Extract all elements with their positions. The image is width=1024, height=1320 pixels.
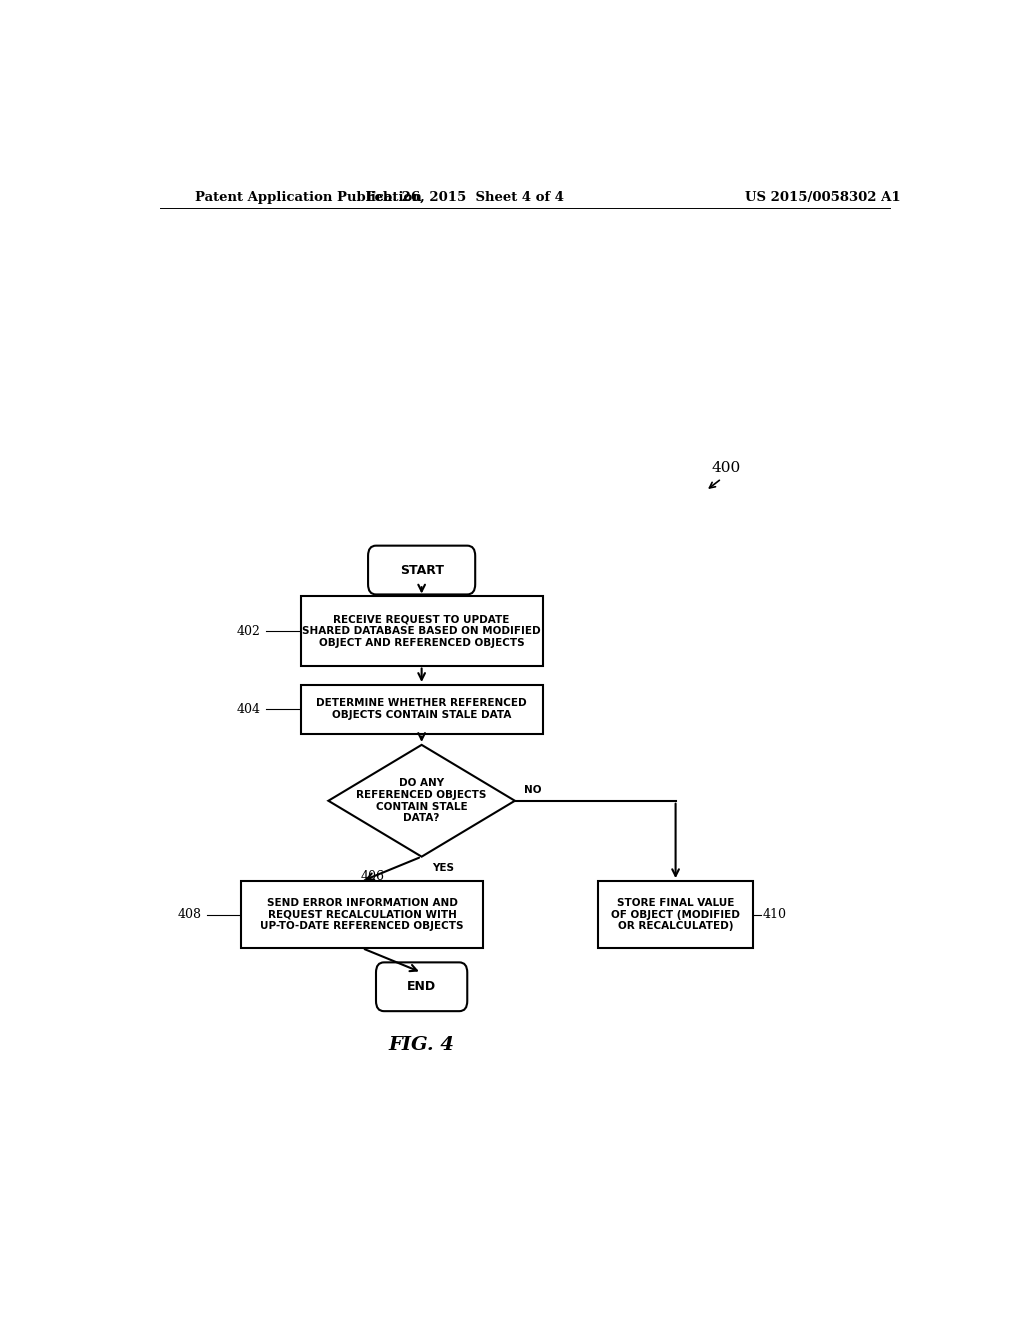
FancyBboxPatch shape [376, 962, 467, 1011]
Text: 406: 406 [360, 870, 384, 883]
Bar [241, 880, 483, 948]
Text: 402: 402 [237, 624, 261, 638]
Bar [301, 685, 543, 734]
Bar [598, 880, 753, 948]
Text: US 2015/0058302 A1: US 2015/0058302 A1 [744, 190, 900, 203]
Text: YES: YES [432, 863, 454, 873]
Text: START: START [399, 564, 443, 577]
Text: STORE FINAL VALUE
OF OBJECT (MODIFIED
OR RECALCULATED): STORE FINAL VALUE OF OBJECT (MODIFIED OR… [611, 898, 740, 931]
Text: 404: 404 [237, 702, 261, 715]
Text: DO ANY
REFERENCED OBJECTS
CONTAIN STALE
DATA?: DO ANY REFERENCED OBJECTS CONTAIN STALE … [356, 779, 486, 824]
Polygon shape [329, 744, 515, 857]
Text: RECEIVE REQUEST TO UPDATE
SHARED DATABASE BASED ON MODIFIED
OBJECT AND REFERENCE: RECEIVE REQUEST TO UPDATE SHARED DATABAS… [302, 614, 541, 648]
Text: 400: 400 [712, 462, 740, 475]
Text: Patent Application Publication: Patent Application Publication [196, 190, 422, 203]
Text: SEND ERROR INFORMATION AND
REQUEST RECALCULATION WITH
UP-TO-DATE REFERENCED OBJE: SEND ERROR INFORMATION AND REQUEST RECAL… [260, 898, 464, 931]
Text: NO: NO [524, 784, 542, 795]
FancyBboxPatch shape [368, 545, 475, 594]
Text: 410: 410 [763, 908, 786, 921]
Text: Feb. 26, 2015  Sheet 4 of 4: Feb. 26, 2015 Sheet 4 of 4 [367, 190, 564, 203]
Text: 408: 408 [177, 908, 202, 921]
Text: FIG. 4: FIG. 4 [389, 1036, 455, 1053]
Text: DETERMINE WHETHER REFERENCED
OBJECTS CONTAIN STALE DATA: DETERMINE WHETHER REFERENCED OBJECTS CON… [316, 698, 527, 721]
Bar [301, 597, 543, 665]
Text: END: END [408, 981, 436, 993]
